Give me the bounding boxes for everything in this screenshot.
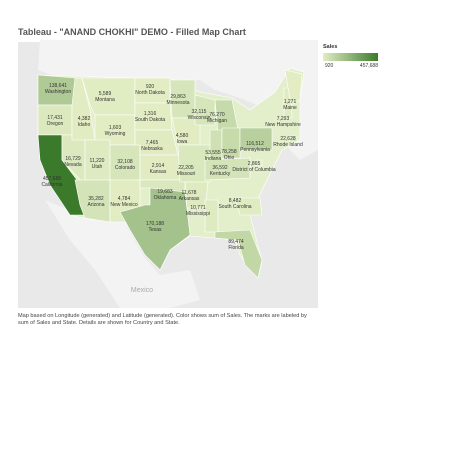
state-shape [289, 135, 298, 143]
state-name-label: Mississippi [186, 211, 210, 217]
state-name-label: Minnesota [166, 100, 189, 106]
state-sales-label: 32,115 [192, 109, 207, 115]
state-sales-label: 5,589 [99, 91, 112, 97]
state-name-label: Maine [283, 105, 297, 111]
state-sales-label: 1,603 [109, 125, 122, 131]
state-shape [234, 197, 263, 216]
state-name-label: New Hampshire [265, 122, 301, 128]
canada-land [38, 40, 318, 160]
state-name-label: Arkansas [179, 196, 200, 202]
state-name-label: Arizona [88, 202, 105, 208]
state-sales-label: 4,382 [78, 116, 91, 122]
state-sales-label: 89,474 [228, 239, 244, 245]
state-sales-label: 53,555 [205, 150, 221, 156]
state-sales-label: 22,628 [280, 136, 296, 142]
legend-title: Sales [323, 44, 337, 50]
state-name-label: Wisconsin [188, 115, 211, 121]
state-shape [74, 179, 111, 223]
state-name-label: Wyoming [105, 131, 126, 137]
state-sales-label: 16,729 [65, 156, 81, 162]
state-sales-label: 2,914 [152, 163, 165, 169]
state-name-label: New Mexico [110, 202, 137, 208]
state-sales-label: 17,431 [47, 115, 63, 121]
state-name-label: Colorado [115, 165, 136, 171]
state-sales-label: 29,863 [170, 94, 186, 100]
state-sales-label: 920 [146, 84, 155, 90]
state-shape [221, 127, 241, 159]
state-name-label: California [41, 182, 62, 188]
legend-max-label: 457,688 [360, 63, 378, 69]
state-sales-label: 2,865 [248, 161, 261, 167]
state-sales-label: 11,220 [90, 158, 105, 164]
state-name-label: Missouri [177, 171, 196, 177]
state-name-label: South Dakota [135, 117, 166, 123]
state-name-label: Montana [95, 97, 115, 103]
state-name-label: Washington [45, 89, 71, 95]
state-name-label: Kentucky [210, 171, 231, 177]
state-name-label: South Carolina [218, 204, 251, 210]
state-sales-label: 457,688 [43, 176, 61, 182]
state-shape [119, 187, 191, 271]
state-name-label: District of Columbia [232, 167, 276, 173]
state-sales-label: 1,271 [284, 99, 297, 105]
state-shape [194, 94, 216, 126]
state-shape [214, 229, 263, 279]
state-sales-label: 7,465 [146, 140, 159, 146]
state-sales-label: 7,293 [277, 116, 290, 122]
state-sales-label: 32,108 [117, 159, 133, 165]
title: Tableau - "ANAND CHOKHI" DEMO - Filled M… [18, 27, 246, 37]
state-sales-label: 35,282 [88, 196, 104, 202]
state-name-label: Ohio [224, 155, 235, 161]
state-sales-label: 36,592 [212, 165, 228, 171]
basemap-label: Mexico [131, 287, 153, 294]
state-sales-label: 116,512 [246, 141, 264, 147]
state-sales-label: 4,580 [176, 133, 189, 139]
state-sales-label: 76,270 [209, 112, 225, 118]
state-shape [255, 159, 263, 167]
state-shape [239, 127, 273, 151]
state-name-label: Kansas [150, 169, 167, 175]
caption: Map based on Longitude (generated) and L… [18, 313, 307, 326]
state-shape [204, 157, 251, 181]
state-sales-label: 8,482 [229, 198, 242, 204]
state-sales-label: 4,784 [118, 196, 131, 202]
state-name-label: Nebraska [141, 146, 163, 152]
state-sales-label: 1,316 [144, 111, 157, 117]
state-name-label: North Dakota [135, 90, 165, 96]
state-name-label: Iowa [177, 139, 188, 145]
state-name-label: Michigan [207, 118, 227, 124]
state-name-label: Indiana [205, 156, 222, 162]
state-name-label: Nevada [64, 162, 81, 168]
state-name-label: Oregon [47, 121, 64, 127]
legend-bar [323, 53, 378, 61]
state-sales-label: 19,683 [157, 189, 173, 195]
state-name-label: Idaho [78, 122, 91, 128]
state-name-label: Rhode Island [273, 142, 303, 148]
state-shape [177, 144, 211, 183]
state-name-label: Pennsylvania [240, 147, 270, 153]
legend-min-label: 920 [325, 63, 334, 69]
state-name-label: Utah [92, 164, 103, 170]
state-sales-label: 10,771 [190, 205, 206, 211]
mexico-land [45, 200, 200, 308]
state-name-label: Florida [228, 245, 244, 251]
state-shape [284, 69, 303, 106]
state-name-label: Texas [148, 227, 162, 233]
state-sales-label: 170,188 [146, 221, 164, 227]
state-sales-label: 11,678 [182, 190, 197, 196]
state-sales-label: 138,641 [49, 83, 67, 89]
state-sales-label: 78,258 [221, 149, 237, 155]
state-name-label: Oklahoma [154, 195, 177, 201]
state-sales-label: 22,205 [178, 165, 194, 171]
